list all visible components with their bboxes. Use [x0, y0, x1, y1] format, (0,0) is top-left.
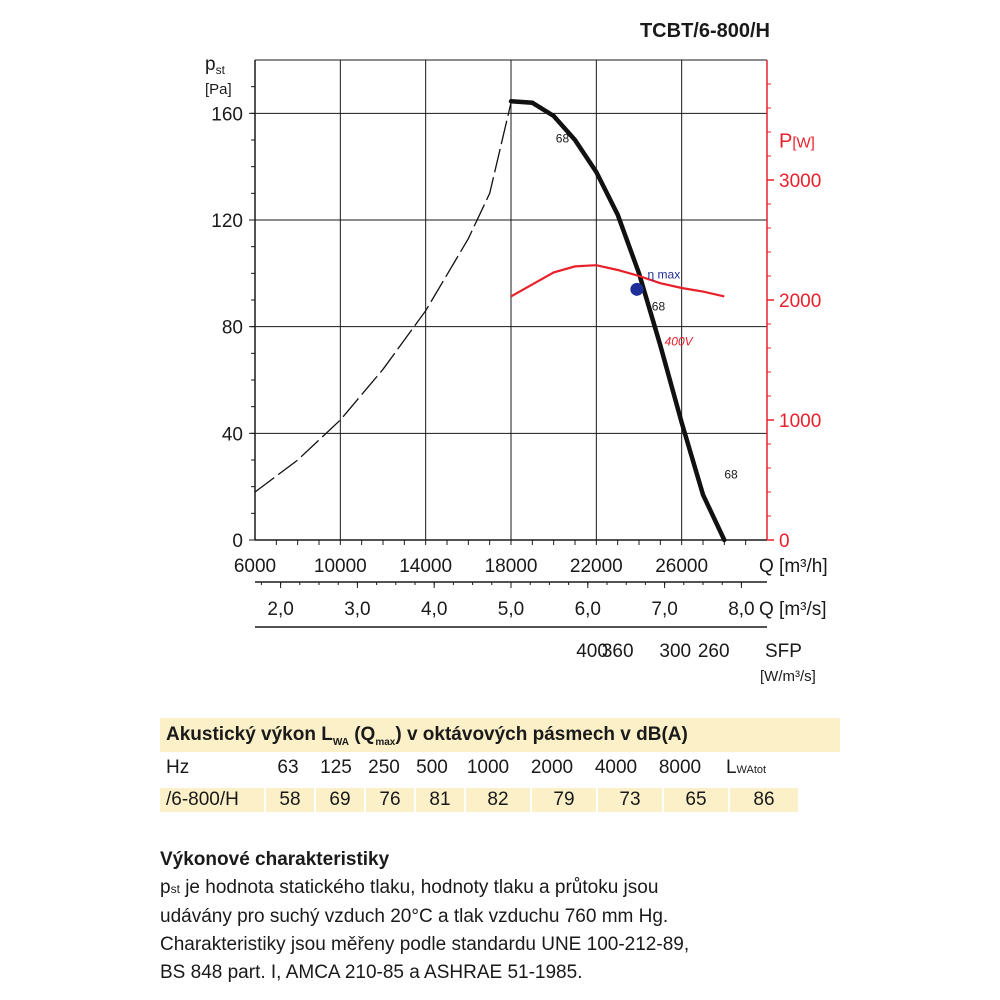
performance-line: BS 848 part. I, AMCA 210-85 a ASHRAE 51-… — [160, 962, 583, 983]
x-tick-label: 22000 — [570, 556, 623, 577]
x-tick-label: 14000 — [399, 556, 452, 577]
series-400V — [510, 264, 725, 298]
band-value: 82 — [466, 788, 530, 812]
row-label: /6-800/H — [160, 788, 264, 812]
series-stall-region — [254, 102, 512, 493]
band-value: 58 — [266, 788, 314, 812]
band-value: 79 — [532, 788, 596, 812]
total-value: 86 — [730, 788, 798, 812]
x-tick-label: 10000 — [314, 556, 367, 577]
y-tick-label: 0 — [232, 531, 243, 552]
x2-tick-label: 7,0 — [651, 599, 677, 620]
y2-tick-label: 3000 — [779, 171, 821, 192]
performance-line: pst je hodnota statického tlaku, hodnoty… — [160, 877, 659, 898]
performance-line: Charakteristiky jsou měřeny podle standa… — [160, 934, 690, 955]
y-tick-label: 80 — [222, 318, 243, 339]
band-value: 76 — [366, 788, 414, 812]
band-header: 8000 — [658, 757, 702, 778]
annotation-label: 68 — [556, 132, 570, 146]
performance-line: udávány pro suchý vzduch 20°C a tlak vzd… — [160, 906, 669, 927]
x-axis-title: Q [m³/h] — [759, 556, 828, 577]
x2-axis-title: Q [m³/s] — [759, 599, 827, 620]
performance-notes: Výkonové charakteristiky pst je hodnota … — [160, 846, 860, 987]
performance-title: Výkonové charakteristiky — [160, 849, 390, 870]
acoustic-power-table: Akustický výkon LWA (Qmax) v oktávových … — [160, 718, 840, 816]
grid — [255, 60, 767, 540]
x2-tick-label: 5,0 — [498, 599, 524, 620]
sfp-axis-unit: [W/m³/s] — [760, 668, 816, 685]
y-tick-label: 120 — [211, 211, 243, 232]
band-value: 73 — [598, 788, 662, 812]
band-value: 81 — [416, 788, 464, 812]
series-pressure — [508, 99, 727, 543]
annotation-label: η max — [648, 268, 681, 282]
y2-axis-title: P[W] — [779, 130, 815, 152]
band-header: 1000 — [466, 757, 510, 778]
sfp-tick-label: 360 — [602, 641, 634, 662]
x-tick-label: 18000 — [485, 556, 538, 577]
axes — [249, 59, 774, 628]
annotation-label: 68 — [724, 468, 738, 482]
sfp-tick-label: 400 — [576, 641, 608, 662]
annotation-label: 68 — [652, 300, 666, 314]
sfp-axis-title: SFP — [765, 641, 802, 662]
acoustic-table-title: Akustický výkon LWA (Qmax) v oktávových … — [160, 718, 840, 752]
sfp-tick-label: 300 — [659, 641, 691, 662]
annotation-label: 400V — [665, 334, 694, 348]
x2-tick-label: 2,0 — [267, 599, 293, 620]
band-header: 125 — [320, 757, 352, 778]
acoustic-value-row: /6-800/H 58 69 76 81 82 79 73 65 86 — [160, 784, 840, 816]
band-header: 2000 — [530, 757, 574, 778]
model-title: TCBT/6-800/H — [640, 20, 770, 42]
y-axis-title: pst — [205, 54, 226, 77]
x-tick-label: 26000 — [655, 556, 708, 577]
series-layer — [254, 99, 727, 543]
y-axis-unit: [Pa] — [205, 81, 232, 98]
x2-tick-label: 4,0 — [421, 599, 447, 620]
y-tick-label: 160 — [211, 104, 243, 125]
y2-tick-label: 2000 — [779, 291, 821, 312]
y-tick-label: 40 — [222, 424, 243, 445]
hz-label: Hz — [166, 757, 190, 778]
x2-tick-label: 3,0 — [344, 599, 370, 620]
x2-tick-label: 8,0 — [728, 599, 754, 620]
y2-tick-label: 1000 — [779, 411, 821, 432]
x2-tick-label: 6,0 — [575, 599, 601, 620]
x-tick-label: 6000 — [234, 556, 276, 577]
band-header: 500 — [416, 757, 448, 778]
band-value: 65 — [664, 788, 728, 812]
total-header: LWAtot — [725, 757, 767, 778]
band-header: 4000 — [594, 757, 638, 778]
band-header: 250 — [368, 757, 400, 778]
eta-max-point — [630, 282, 644, 296]
sfp-tick-label: 260 — [698, 641, 730, 662]
band-header: 63 — [277, 757, 299, 778]
axis-labels: 0 40 80 120 160 0 1000 2000 3000 6000 10000 14000 18… — [205, 54, 828, 685]
y2-tick-label: 0 — [779, 531, 790, 552]
band-value: 69 — [316, 788, 364, 812]
acoustic-header-row: Hz 63 125 250 500 1000 2000 4000 8000 LW… — [160, 752, 840, 784]
fan-performance-chart: TCBT/6-800/H 0 40 80 120 160 0 1000 2000 3000 600… — [205, 20, 828, 685]
